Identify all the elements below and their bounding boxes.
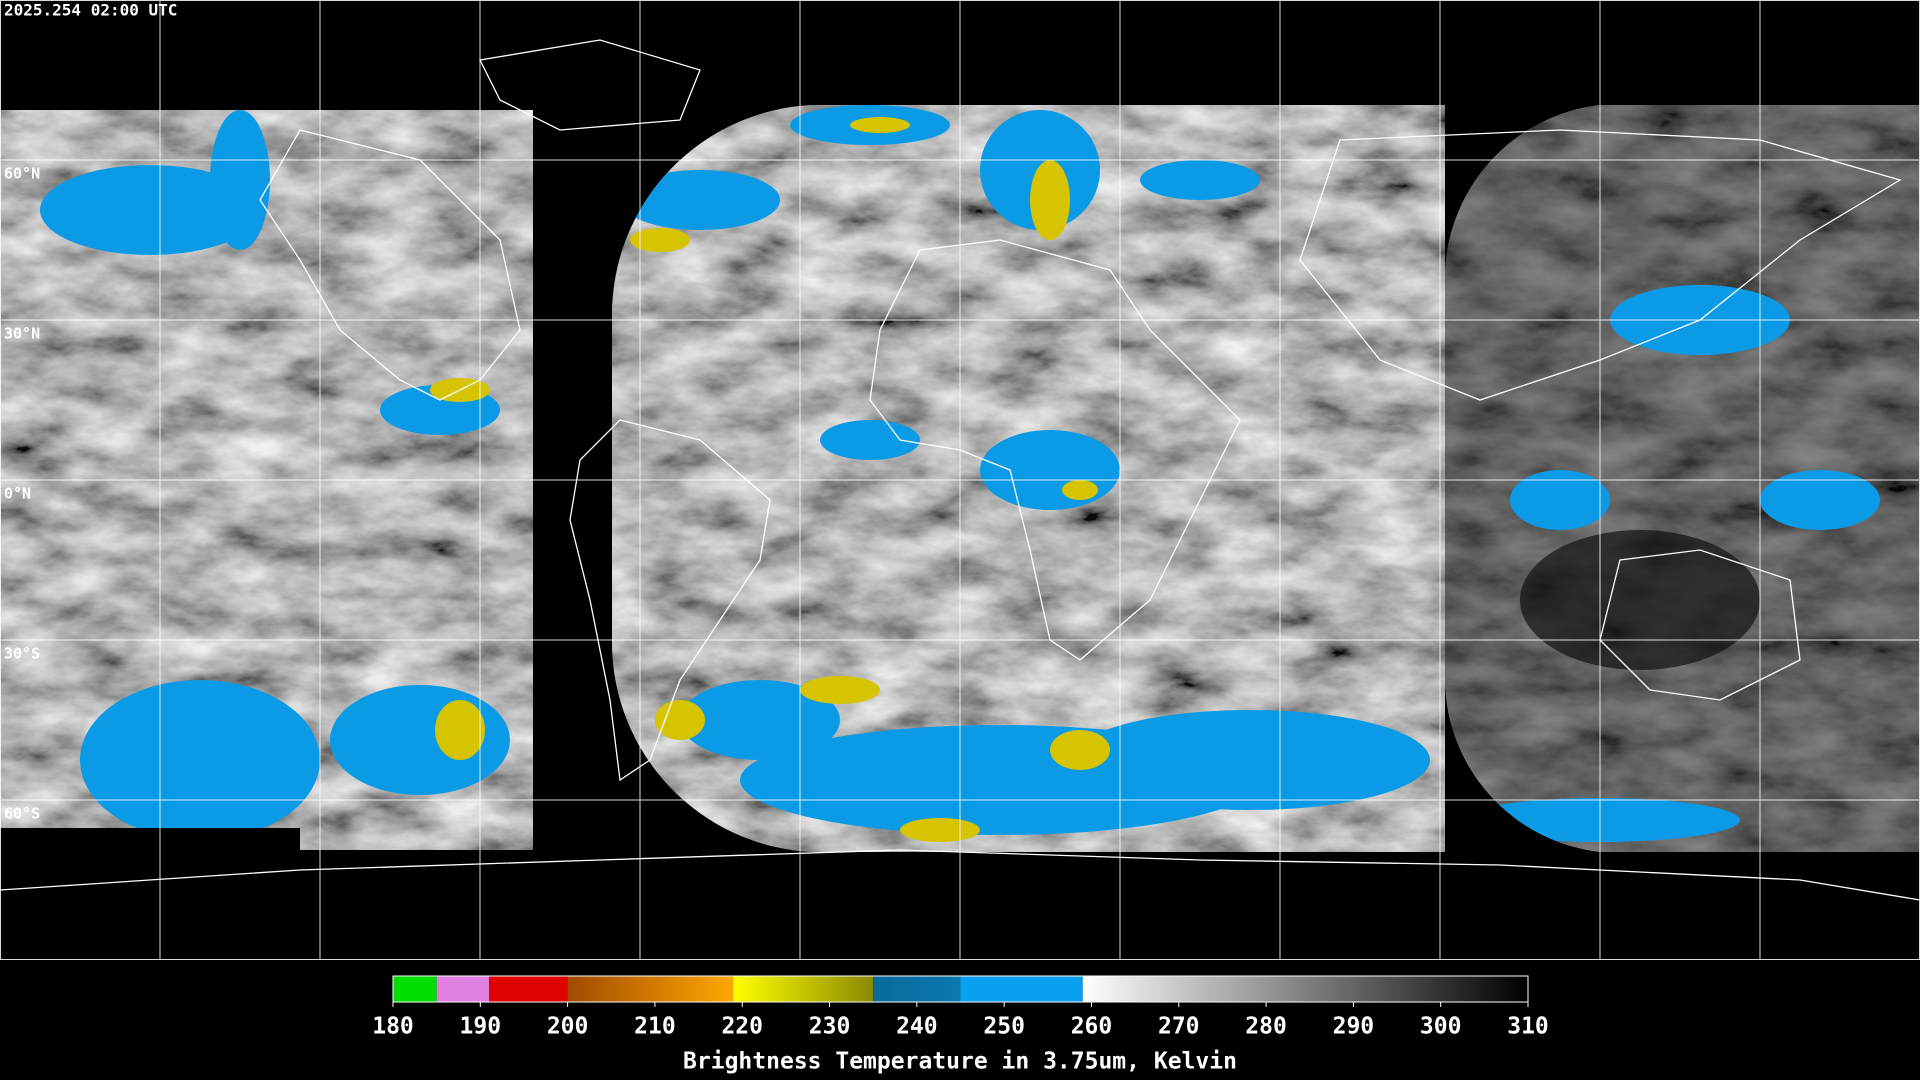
lat-label: 30°N bbox=[4, 325, 40, 343]
colorbar-tick-label: 290 bbox=[1333, 1014, 1375, 1040]
colorbar-segment bbox=[873, 976, 961, 1002]
colorbar-tick-label: 200 bbox=[547, 1014, 589, 1040]
colorbar-tick-label: 310 bbox=[1507, 1014, 1549, 1040]
colorbar-segment bbox=[1082, 976, 1528, 1002]
colorbar: 180 190 200 210 220 230 240 250 260 270 280 290 300 3… bbox=[372, 975, 1549, 1040]
colorbar-tick-label: 270 bbox=[1158, 1014, 1200, 1040]
colorbar-tick-label: 190 bbox=[460, 1014, 502, 1040]
lat-label: 60°S bbox=[4, 805, 40, 823]
colorbar-title: Brightness Temperature in 3.75um, Kelvin bbox=[683, 1049, 1237, 1075]
colorbar-tick-label: 300 bbox=[1420, 1014, 1462, 1040]
colorbar-tick-label: 250 bbox=[983, 1014, 1025, 1040]
colorbar-tick-label: 260 bbox=[1071, 1014, 1113, 1040]
colorbar-segment bbox=[436, 976, 490, 1002]
timestamp: 2025.254 02:00 UTC bbox=[4, 1, 177, 20]
land-dark bbox=[1520, 530, 1760, 670]
colorbar-tick-label: 240 bbox=[896, 1014, 938, 1040]
lat-label: 0°N bbox=[4, 485, 31, 503]
colorbar-tick-label: 220 bbox=[721, 1014, 763, 1040]
lat-label: 30°S bbox=[4, 645, 40, 663]
colorbar-segment bbox=[567, 976, 734, 1002]
colorbar-segment bbox=[733, 976, 874, 1002]
colorbar-segment bbox=[489, 976, 568, 1002]
colorbar-segment bbox=[393, 976, 437, 1002]
very-cold-clouds bbox=[430, 117, 1110, 842]
colorbar-tick-label: 280 bbox=[1245, 1014, 1287, 1040]
colorbar-segment bbox=[960, 976, 1083, 1002]
lat-label: 60°N bbox=[4, 165, 40, 183]
colorbar-frame bbox=[392, 975, 1529, 1003]
colorbar-tick-label: 210 bbox=[634, 1014, 676, 1040]
colorbar-tick-label: 180 bbox=[372, 1014, 414, 1040]
colorbar-tick-label: 230 bbox=[809, 1014, 851, 1040]
latitude-labels: 60°N 30°N 0°N 30°S 60°S bbox=[4, 165, 40, 823]
